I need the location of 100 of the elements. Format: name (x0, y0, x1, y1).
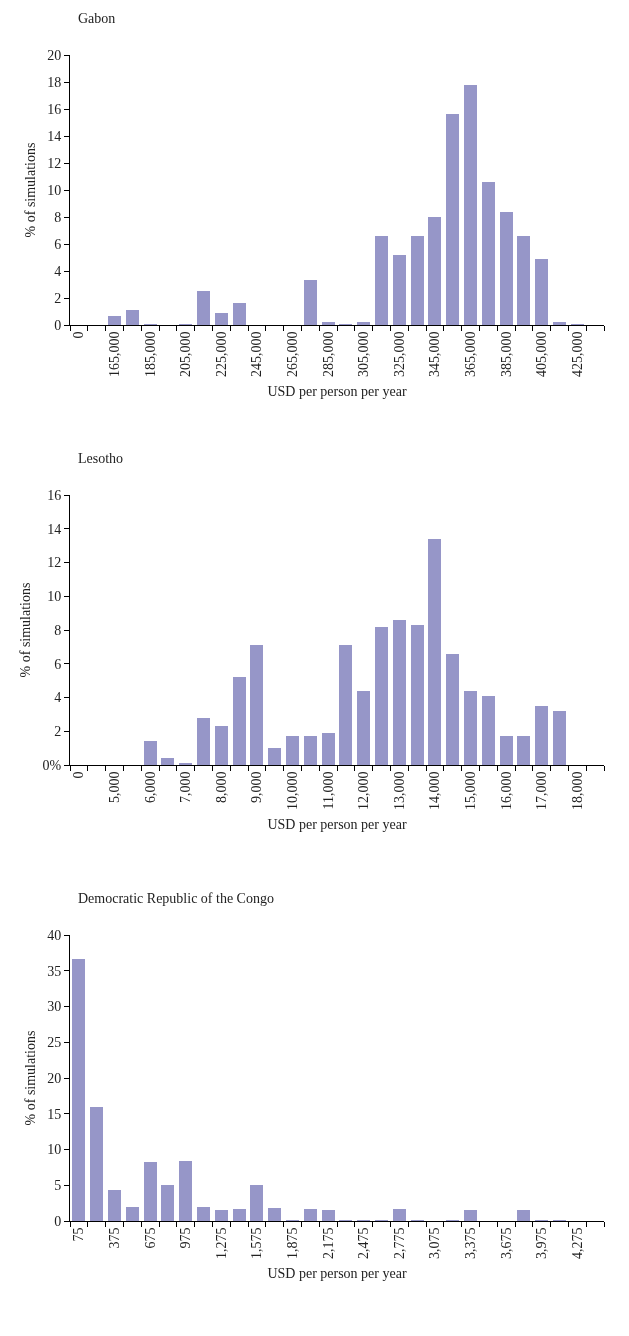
x-tick-label: 17,000 (534, 771, 550, 811)
x-tick-label: 225,000 (213, 331, 229, 378)
chart-title: Democratic Republic of the Congo (78, 891, 274, 907)
y-tick-label: 2 (54, 724, 62, 740)
x-tick-label: 6,000 (142, 771, 158, 804)
y-tick-label: 10 (47, 182, 62, 198)
y-tick-label: 25 (47, 1035, 62, 1051)
bar (446, 653, 460, 765)
bar (72, 959, 86, 1221)
y-tick-label: 30 (47, 999, 62, 1015)
bar (499, 736, 513, 765)
bar (517, 1209, 531, 1221)
x-tick-label: 10,000 (285, 771, 301, 811)
bar (535, 258, 549, 325)
bar (232, 677, 246, 765)
x-tick-label: 2,775 (391, 1227, 407, 1260)
x-tick-label: 975 (178, 1227, 194, 1249)
bar (357, 322, 371, 325)
y-tick-label: 14 (47, 128, 62, 144)
bar (143, 1161, 157, 1221)
x-tick-label: 3,075 (427, 1227, 443, 1260)
y-tick-label: 20 (47, 1070, 62, 1086)
x-tick-label: 1,575 (249, 1227, 265, 1260)
bar (464, 1209, 477, 1221)
y-tick-label: 4 (54, 263, 62, 279)
y-tick-label: 12 (47, 555, 62, 571)
x-tick-label: 205,000 (178, 331, 194, 378)
bar (214, 312, 228, 325)
x-tick-label: 5,000 (107, 771, 123, 804)
x-tick-label: 345,000 (427, 331, 443, 378)
y-tick-label: 20 (47, 47, 62, 63)
x-tick-label: 375 (107, 1227, 123, 1249)
x-tick-label: 13,000 (391, 771, 407, 811)
y-tick-label: 0% (42, 757, 62, 773)
bar (464, 690, 477, 765)
bar (321, 1209, 335, 1221)
y-axis-title: % of simulations (22, 1030, 38, 1126)
x-tick-label: 18,000 (569, 771, 585, 811)
y-axis-title: % of simulations (22, 142, 38, 238)
bar (303, 280, 317, 325)
x-tick-label: 305,000 (356, 331, 372, 378)
x-axis-title: USD per person per year (267, 1266, 407, 1282)
bar (197, 291, 210, 325)
bar (410, 235, 424, 325)
bar (108, 315, 121, 325)
x-tick-label: 12,000 (356, 771, 372, 811)
bar (375, 235, 388, 325)
y-tick-label: 2 (54, 290, 62, 306)
x-tick-label: 0 (71, 771, 87, 779)
y-tick-label: 5 (54, 1178, 62, 1194)
bar (517, 235, 531, 325)
x-tick-label: 165,000 (107, 331, 123, 378)
bar (303, 1208, 317, 1221)
chart-title: Lesotho (78, 451, 124, 466)
bar (392, 1208, 406, 1221)
bar (339, 645, 353, 765)
x-tick-label: 75 (71, 1227, 87, 1242)
x-tick-label: 245,000 (249, 331, 265, 378)
bar (161, 758, 175, 765)
x-tick-label: 675 (142, 1227, 158, 1249)
y-tick-label: 18 (47, 74, 62, 90)
bar (250, 1185, 264, 1221)
y-tick-label: 15 (47, 1106, 62, 1122)
bar (143, 741, 157, 765)
bar (125, 310, 139, 325)
x-tick-label: 1,275 (213, 1227, 229, 1260)
bar (535, 705, 549, 765)
y-axis-title: % of simulations (18, 582, 34, 678)
y-tick-label: 8 (54, 209, 62, 225)
bar (179, 1160, 193, 1221)
bar (428, 538, 442, 765)
bar (357, 690, 371, 765)
x-tick-label: 16,000 (498, 771, 514, 811)
bar (108, 1190, 121, 1221)
bar (303, 736, 317, 765)
bar (464, 84, 477, 325)
bar (499, 211, 513, 325)
x-tick-label: 0 (71, 331, 87, 339)
x-axis-title: USD per person per year (267, 817, 407, 833)
x-tick-label: 3,675 (498, 1227, 514, 1260)
x-tick-label: 8,000 (213, 771, 229, 804)
x-tick-label: 15,000 (463, 771, 479, 811)
y-tick-label: 4 (54, 690, 62, 706)
y-tick-label: 0 (54, 317, 62, 333)
y-tick-label: 0 (54, 1213, 62, 1229)
bar (517, 736, 531, 765)
y-tick-label: 35 (47, 963, 62, 979)
bar (268, 748, 282, 765)
x-tick-label: 425,000 (569, 331, 585, 378)
bar (481, 695, 495, 765)
x-tick-label: 11,000 (320, 771, 336, 810)
bar (446, 114, 460, 325)
x-tick-label: 4,275 (569, 1227, 585, 1260)
x-tick-label: 9,000 (249, 771, 265, 804)
bar (321, 322, 335, 325)
bar (90, 1107, 104, 1221)
y-tick-label: 10 (47, 1142, 62, 1158)
bar (410, 624, 424, 765)
x-tick-label: 2,175 (320, 1227, 336, 1260)
x-axis-title: USD per person per year (267, 384, 407, 400)
